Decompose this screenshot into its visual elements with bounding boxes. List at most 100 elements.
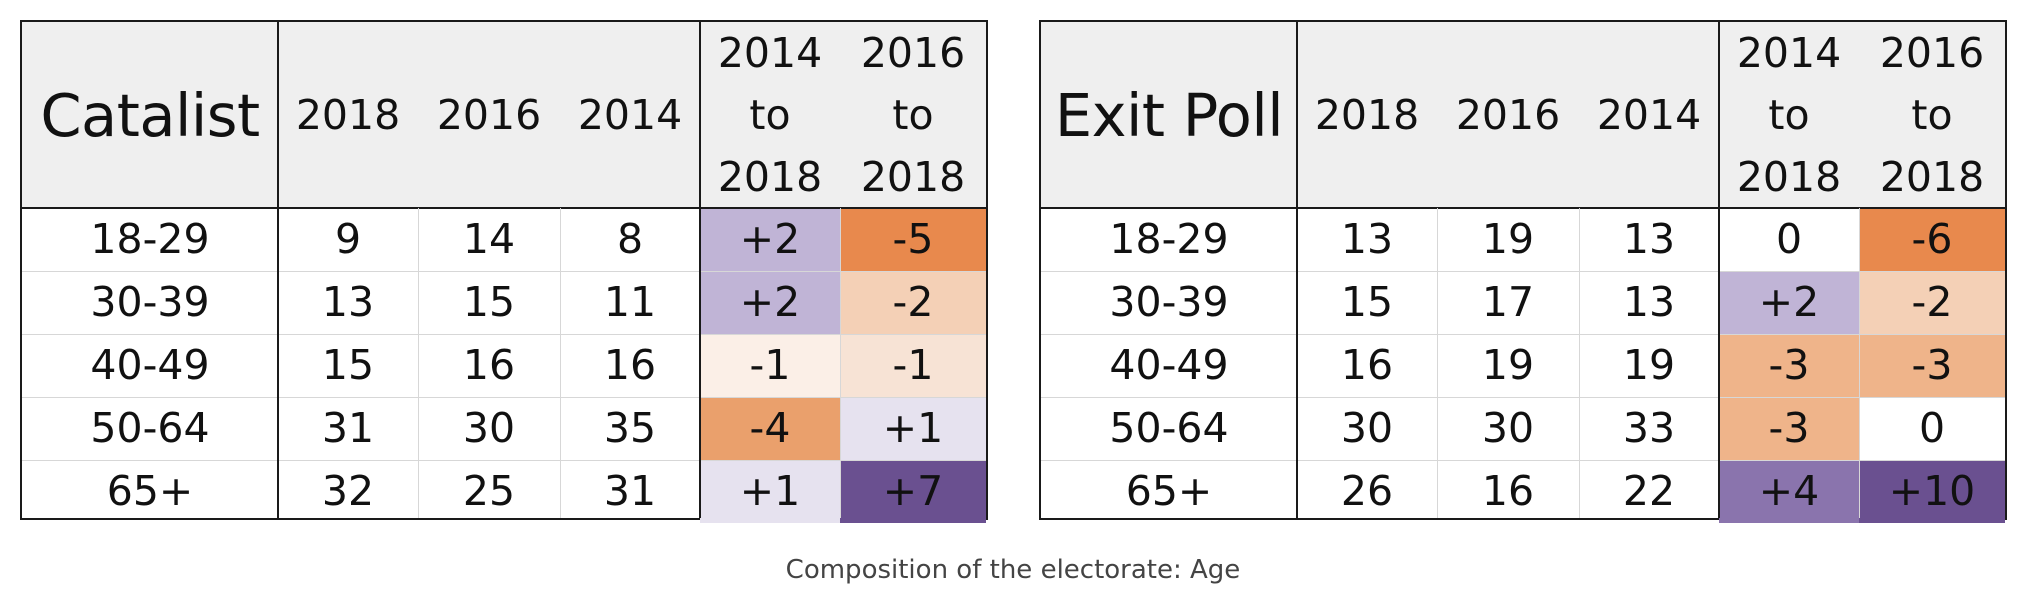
year-header: 2016 — [1455, 90, 1561, 139]
change-2014-2018-cell: 0 — [1719, 208, 1859, 271]
change-2014-2018-cell: +2 — [700, 271, 840, 334]
header-divider — [1041, 207, 2005, 209]
catalist-table: Catalist 2018 2016 2014 2014 to 2018 2016 to 2018… — [20, 20, 988, 523]
value-2016-cell: 17 — [1481, 278, 1535, 326]
column-divider — [1718, 22, 1720, 518]
value-2016-cell: 14 — [462, 215, 516, 263]
change-header-line: 2018 — [1736, 153, 1842, 201]
value-2014-cell: 13 — [1622, 278, 1676, 326]
column-divider — [1859, 208, 1860, 518]
value-2016-cell: 30 — [1481, 404, 1535, 452]
change-2016-2018-cell: +1 — [840, 397, 986, 460]
row-divider — [1041, 271, 2005, 272]
column-divider — [1579, 208, 1580, 518]
change-2014-2018-cell: -4 — [700, 397, 840, 460]
column-divider — [277, 22, 279, 518]
value-2014-cell: 16 — [603, 341, 657, 389]
value-2014-cell: 31 — [603, 467, 657, 515]
change-header: 2014 to 2018 — [700, 22, 840, 208]
value-2018-cell: 16 — [1340, 341, 1394, 389]
column-divider — [1437, 208, 1438, 518]
change-2016-2018-cell: -2 — [840, 271, 986, 334]
change-2014-2018-cell: +2 — [1719, 271, 1859, 334]
age-group-cell: 65+ — [1125, 467, 1213, 515]
value-2018-cell: 15 — [1340, 278, 1394, 326]
value-2018-cell: 9 — [334, 215, 362, 263]
row-divider — [1041, 460, 2005, 461]
year-header: 2016 — [436, 90, 542, 139]
column-divider — [840, 208, 841, 518]
change-2016-2018-cell: -6 — [1859, 208, 2005, 271]
header-divider — [22, 207, 986, 209]
row-divider — [22, 460, 986, 461]
value-2018-cell: 31 — [321, 404, 375, 452]
column-divider — [699, 22, 701, 518]
change-2014-2018-cell: +2 — [700, 208, 840, 271]
change-header: 2016 to 2018 — [840, 22, 986, 208]
row-divider — [22, 271, 986, 272]
change-2016-2018-cell: +10 — [1859, 460, 2005, 523]
figure-caption: Composition of the electorate: Age — [785, 555, 1241, 585]
age-group-cell: 18-29 — [90, 215, 210, 263]
change-2014-2018-cell: +4 — [1719, 460, 1859, 523]
value-2014-cell: 11 — [603, 278, 657, 326]
value-2014-cell: 22 — [1622, 467, 1676, 515]
exit-poll-table: Exit Poll 2018 2016 2014 2014 to 2018 2016 to 201… — [1039, 20, 2007, 523]
change-header-line: 2014 — [717, 29, 823, 77]
value-2016-cell: 19 — [1481, 341, 1535, 389]
change-header-line: to — [1768, 91, 1810, 139]
age-group-cell: 30-39 — [1109, 278, 1229, 326]
change-2016-2018-cell: -2 — [1859, 271, 2005, 334]
value-2016-cell: 19 — [1481, 215, 1535, 263]
value-2018-cell: 26 — [1340, 467, 1394, 515]
value-2016-cell: 15 — [462, 278, 516, 326]
value-2016-cell: 16 — [1481, 467, 1535, 515]
age-group-cell: 50-64 — [1109, 404, 1229, 452]
change-2014-2018-cell: +1 — [700, 460, 840, 523]
value-2014-cell: 19 — [1622, 341, 1676, 389]
value-2018-cell: 15 — [321, 341, 375, 389]
change-2016-2018-cell: -3 — [1859, 334, 2005, 397]
change-2016-2018-cell: -1 — [840, 334, 986, 397]
change-header-line: to — [892, 91, 934, 139]
value-2018-cell: 13 — [321, 278, 375, 326]
change-header-line: 2018 — [860, 153, 966, 201]
value-2014-cell: 13 — [1622, 215, 1676, 263]
change-2016-2018-cell: +7 — [840, 460, 986, 523]
value-2018-cell: 32 — [321, 467, 375, 515]
value-2016-cell: 25 — [462, 467, 516, 515]
value-2014-cell: 35 — [603, 404, 657, 452]
table-title: Catalist — [40, 80, 260, 150]
value-2016-cell: 30 — [462, 404, 516, 452]
row-divider — [22, 397, 986, 398]
change-2016-2018-cell: 0 — [1859, 397, 2005, 460]
year-header: 2018 — [295, 90, 401, 139]
table-header: Exit Poll 2018 2016 2014 2014 to 2018 2016 to 201… — [1041, 22, 2005, 208]
change-header-line: 2018 — [1879, 153, 1985, 201]
value-2016-cell: 16 — [462, 341, 516, 389]
table-title: Exit Poll — [1054, 80, 1284, 150]
row-divider — [1041, 397, 2005, 398]
age-group-cell: 40-49 — [90, 341, 210, 389]
change-header-line: to — [1911, 91, 1953, 139]
column-divider — [418, 208, 419, 518]
age-group-cell: 65+ — [106, 467, 194, 515]
change-header: 2014 to 2018 — [1719, 22, 1859, 208]
change-header-line: 2018 — [717, 153, 823, 201]
row-divider — [22, 334, 986, 335]
change-2014-2018-cell: -3 — [1719, 397, 1859, 460]
value-2018-cell: 13 — [1340, 215, 1394, 263]
age-group-cell: 50-64 — [90, 404, 210, 452]
change-2014-2018-cell: -1 — [700, 334, 840, 397]
column-divider — [1296, 22, 1298, 518]
row-divider — [1041, 334, 2005, 335]
change-header-line: 2016 — [1879, 29, 1985, 77]
year-header: 2014 — [1596, 90, 1702, 139]
table-header: Catalist 2018 2016 2014 2014 to 2018 2016 to 2018 — [22, 22, 986, 208]
year-header: 2018 — [1314, 90, 1420, 139]
column-divider — [560, 208, 561, 518]
change-header-line: 2014 — [1736, 29, 1842, 77]
change-header-line: 2016 — [860, 29, 966, 77]
change-header-line: to — [749, 91, 791, 139]
value-2014-cell: 8 — [616, 215, 644, 263]
